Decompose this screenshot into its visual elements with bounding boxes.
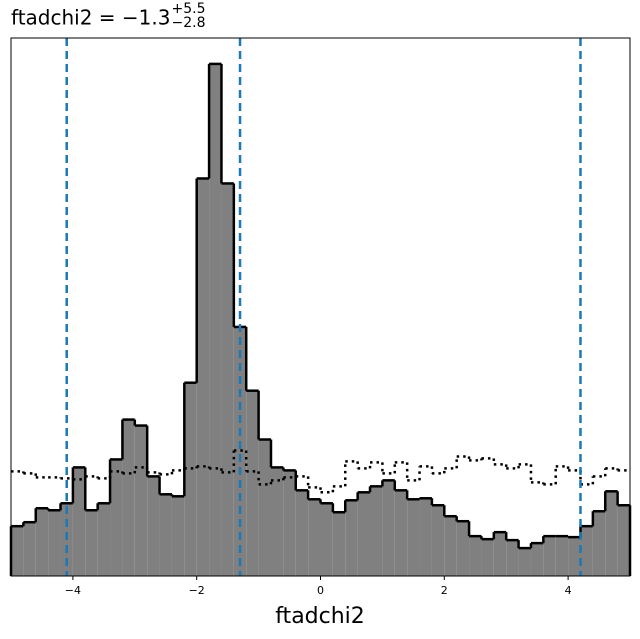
bar (456, 521, 470, 576)
bar (110, 459, 123, 576)
bar (283, 470, 296, 576)
bar (506, 540, 519, 576)
bar (171, 496, 185, 576)
title-upper-error: +5.5 (171, 1, 205, 17)
bar (345, 500, 358, 576)
bar (246, 390, 259, 576)
bar (72, 467, 86, 576)
bar (617, 505, 630, 576)
bar (394, 490, 408, 576)
bar (469, 536, 482, 576)
bar (23, 522, 36, 576)
bar (159, 494, 172, 576)
bar (382, 480, 395, 576)
x-tick-label: 4 (565, 584, 572, 597)
bar (85, 510, 98, 576)
plot-frame (10, 37, 631, 577)
bar (530, 543, 544, 576)
bar (493, 532, 507, 576)
bar (233, 326, 247, 576)
bar (543, 536, 556, 576)
bar (555, 536, 569, 576)
bar (481, 539, 494, 576)
bar (370, 486, 383, 576)
bar (35, 508, 49, 576)
title-lower-error: −2.8 (171, 15, 205, 31)
bar (407, 499, 420, 576)
bar (97, 503, 111, 576)
x-tick-label: 0 (317, 584, 324, 597)
bar (122, 419, 135, 576)
bar (221, 183, 234, 576)
bar (568, 537, 581, 576)
bar (184, 382, 197, 576)
bar (357, 492, 371, 576)
bar (605, 491, 618, 576)
bar (580, 526, 593, 576)
bar (134, 425, 148, 576)
bar (270, 467, 284, 576)
bar (308, 499, 321, 576)
bar (592, 511, 606, 576)
bar (431, 505, 445, 576)
bar (419, 498, 432, 576)
bar (332, 512, 346, 576)
bar (295, 490, 309, 576)
bar (196, 178, 210, 576)
chart-title: ftadchi2 = −1.3 (11, 6, 170, 30)
x-tick-label: −4 (65, 584, 81, 597)
bar (209, 63, 222, 577)
bar (11, 526, 24, 576)
bar (518, 548, 531, 576)
bar (320, 503, 333, 576)
x-axis-label: ftadchi2 (275, 604, 365, 629)
bar (444, 516, 457, 576)
bar (48, 510, 61, 576)
x-tick-label: 2 (441, 584, 448, 597)
bar (147, 476, 160, 576)
bar (258, 439, 271, 576)
x-tick-label: −2 (189, 584, 205, 597)
